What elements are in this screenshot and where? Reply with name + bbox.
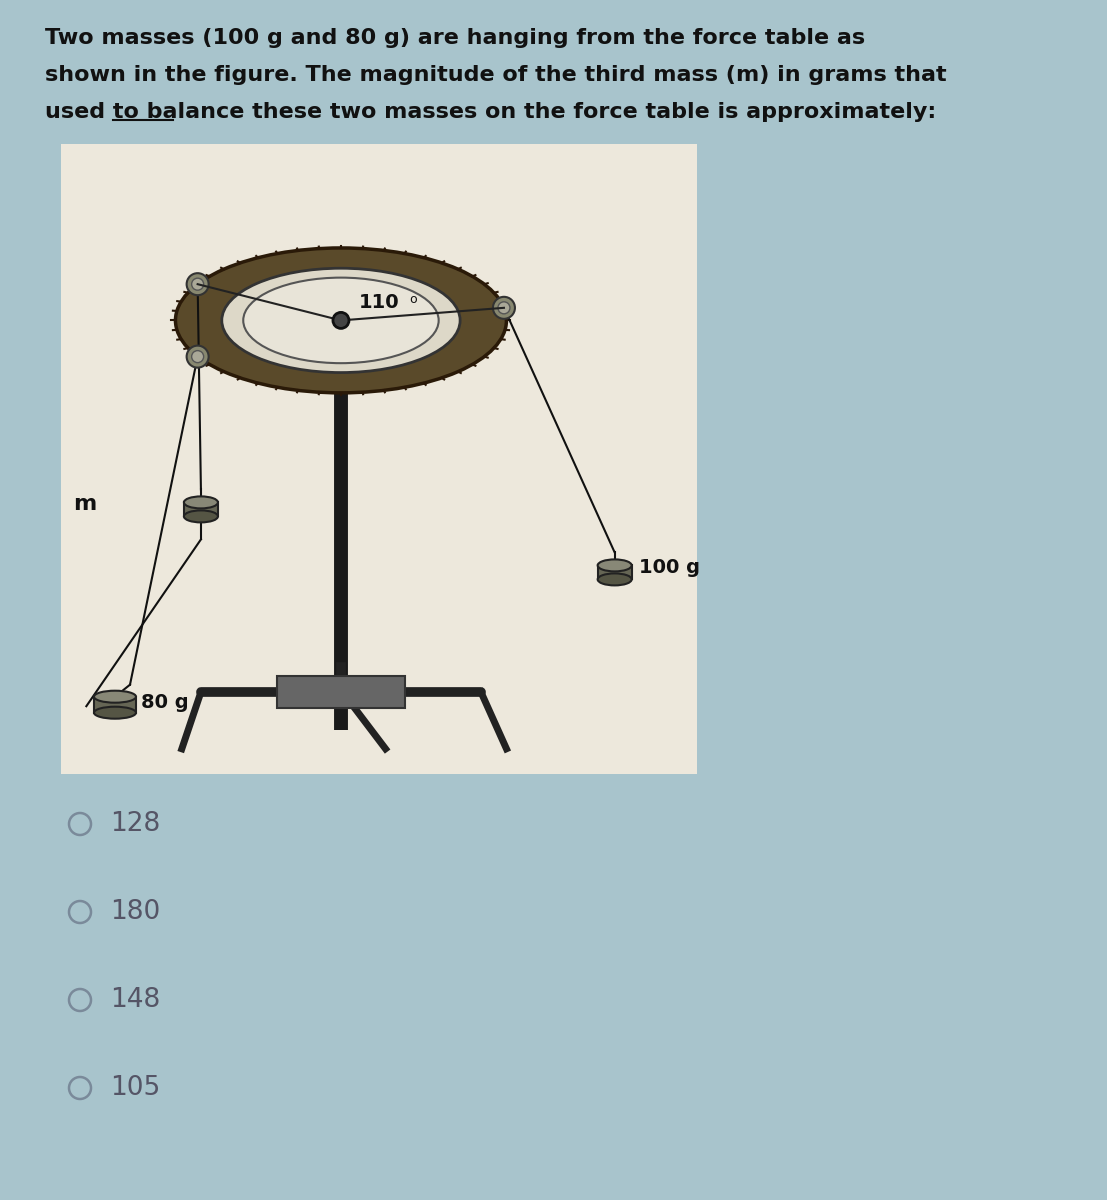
Ellipse shape: [221, 269, 461, 372]
Ellipse shape: [184, 497, 218, 509]
Ellipse shape: [598, 574, 632, 586]
Ellipse shape: [94, 707, 136, 719]
Ellipse shape: [175, 248, 506, 392]
Ellipse shape: [94, 691, 136, 703]
Circle shape: [192, 278, 204, 290]
Text: 180: 180: [110, 899, 161, 925]
Text: 148: 148: [110, 986, 161, 1013]
Circle shape: [192, 350, 204, 362]
Text: 100 g: 100 g: [639, 558, 700, 577]
Text: 105: 105: [110, 1075, 161, 1102]
Text: 80 g: 80 g: [141, 694, 188, 712]
Text: m: m: [73, 494, 97, 515]
FancyBboxPatch shape: [94, 697, 136, 713]
Ellipse shape: [184, 510, 218, 522]
FancyBboxPatch shape: [184, 503, 218, 516]
FancyBboxPatch shape: [61, 144, 697, 774]
FancyBboxPatch shape: [277, 677, 405, 708]
Text: shown in the figure. The magnitude of the third mass (m) in grams that: shown in the figure. The magnitude of th…: [45, 65, 946, 85]
Text: 110: 110: [359, 294, 400, 312]
Ellipse shape: [598, 559, 632, 571]
Ellipse shape: [244, 277, 438, 364]
Text: 128: 128: [110, 811, 161, 838]
Circle shape: [333, 312, 349, 329]
Circle shape: [498, 302, 510, 314]
Circle shape: [493, 296, 515, 319]
Text: o: o: [408, 294, 416, 306]
Text: Two masses (100 g and 80 g) are hanging from the force table as: Two masses (100 g and 80 g) are hanging …: [45, 28, 866, 48]
Text: used to balance these two masses on the force table is approximately:: used to balance these two masses on the …: [45, 102, 937, 122]
FancyBboxPatch shape: [598, 565, 632, 580]
Circle shape: [187, 274, 208, 295]
Circle shape: [187, 346, 208, 367]
